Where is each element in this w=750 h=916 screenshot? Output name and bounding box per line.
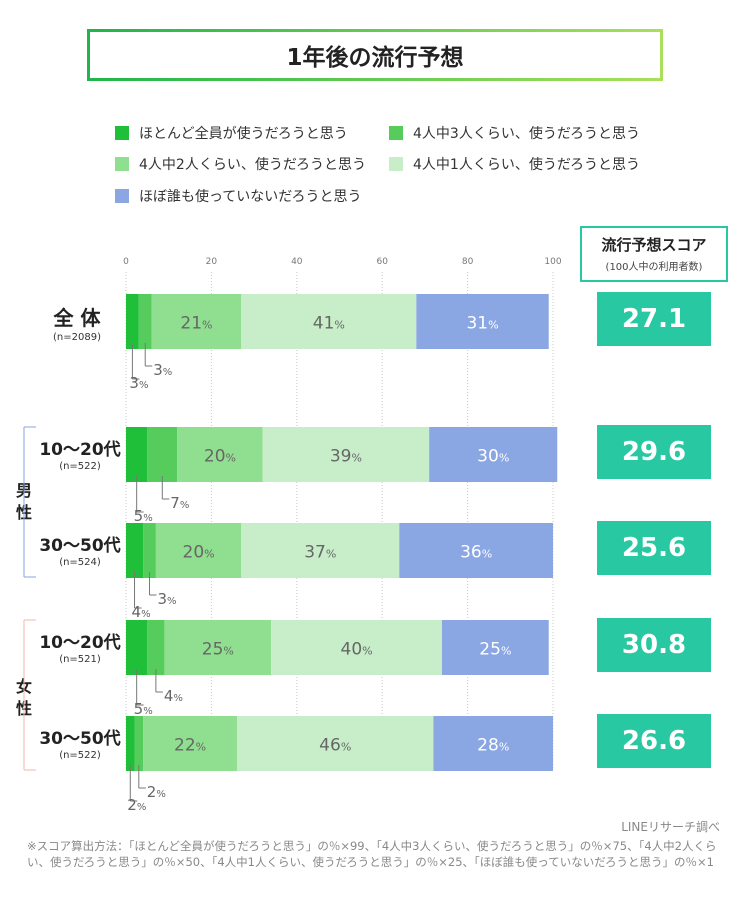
bar-value-label: 22% [174,736,206,756]
x-tick-label: 100 [544,257,561,267]
bar-segment [164,620,272,675]
score-header-title: 流行予想スコア [601,236,707,254]
small-value-label: 7% [170,494,189,512]
chart-title: 1年後の流行予想 [87,29,663,81]
legend-item: 4人中3人くらい、使うだろうと思う [389,123,640,143]
bar-segment [237,716,434,771]
small-value-label: 2% [147,783,166,801]
score-box: 30.8 [597,618,711,672]
score-box: 25.6 [597,521,711,575]
bar-value-label: 21% [180,314,212,334]
small-value-label: 3% [157,590,176,608]
bar-segment [271,620,442,675]
legend-label: 4人中1人くらい、使うだろうと思う [413,157,640,173]
bar-segment [399,523,553,578]
bar-segment [147,427,178,482]
score-box: 29.6 [597,425,711,479]
row-label-title: 全 体 [53,306,101,330]
bar-segment [134,716,144,771]
bar-value-label: 20% [204,447,236,467]
small-value-label: 4% [132,603,151,621]
legend-item: 4人中2人くらい、使うだろうと思う [115,154,366,174]
small-value-label: 5% [134,700,153,718]
bar-segment [147,620,165,675]
source-text: LINEリサーチ調べ [621,820,720,834]
row-label: 30〜50代 (n=522) [25,724,135,761]
small-value-label: 5% [134,507,153,525]
legend-item: 4人中1人くらい、使うだろうと思う [389,154,640,174]
legend-item: ほとんど全員が使うだろうと思う [115,123,348,143]
row-label-n: (n=522) [59,461,101,472]
bar-segment [143,523,156,578]
score-box: 27.1 [597,292,711,346]
bar-segment [138,294,152,349]
bar-value-label: 41% [313,314,345,334]
bar-segment [241,294,417,349]
row-label-n: (n=524) [59,557,101,568]
bar-value-label: 40% [341,640,373,660]
row-label-title: 30〜50代 [39,536,121,556]
bar-value-label: 25% [479,640,511,660]
small-value-label: 3% [153,361,172,379]
legend-label: ほぼ誰も使っていないだろうと思う [139,189,362,205]
legend-label: 4人中3人くらい、使うだろうと思う [413,126,640,142]
bar-segment [433,716,553,771]
small-value-label: 4% [164,687,183,705]
x-tick-label: 80 [462,257,474,267]
row-label: 30〜50代 (n=524) [25,531,135,568]
bar-value-label: 28% [477,736,509,756]
bar-value-label: 25% [202,640,234,660]
x-tick-label: 0 [123,257,129,267]
legend-swatch [389,126,403,140]
legend-swatch [115,189,129,203]
bar-segment [441,620,549,675]
bar-segment [416,294,549,349]
row-label-n: (n=521) [59,654,101,665]
bar-value-label: 36% [460,543,492,563]
x-tick-label: 40 [291,257,303,267]
legend-label: ほとんど全員が使うだろうと思う [139,126,348,142]
bar-segment [241,523,400,578]
group-label-female: 女性 [15,676,33,720]
score-box: 26.6 [597,714,711,768]
bar-value-label: 30% [477,447,509,467]
legend-swatch [115,126,129,140]
bar-value-label: 46% [319,736,351,756]
legend-item: ほぼ誰も使っていないだろうと思う [115,186,361,206]
legend-swatch [115,157,129,171]
row-label: 10〜20代 (n=522) [25,435,135,472]
bar-value-label: 20% [183,543,215,563]
x-tick-label: 60 [376,257,388,267]
bar-value-label: 31% [466,314,498,334]
legend-label: 4人中2人くらい、使うだろうと思う [139,157,366,173]
bar-segment [429,427,558,482]
bar-segment [177,427,263,482]
group-label-male: 男性 [15,480,33,524]
bar-value-label: 37% [304,543,336,563]
bar-segment [151,294,242,349]
small-value-label: 2% [127,796,146,814]
bar-segment [143,716,238,771]
row-label-title: 10〜20代 [39,633,121,653]
score-method-note: ※スコア算出方法：「ほとんど全員が使うだろうと思う」の％×99、「4人中3人くら… [27,839,717,869]
row-label: 10〜20代 (n=521) [25,628,135,665]
bar-segment [262,427,430,482]
score-header: 流行予想スコア (100人中の利用者数) [580,226,728,282]
x-tick-label: 20 [206,257,218,267]
row-label-n: (n=2089) [53,332,101,343]
bar-value-label: 39% [330,447,362,467]
row-label-title: 10〜20代 [39,440,121,460]
row-label-n: (n=522) [59,750,101,761]
bar-segment [155,523,242,578]
small-value-label: 3% [129,374,148,392]
row-label-title: 30〜50代 [39,729,121,749]
legend-swatch [389,157,403,171]
score-header-subtitle: (100人中の利用者数) [605,262,703,273]
row-label: 全 体 (n=2089) [22,302,132,343]
